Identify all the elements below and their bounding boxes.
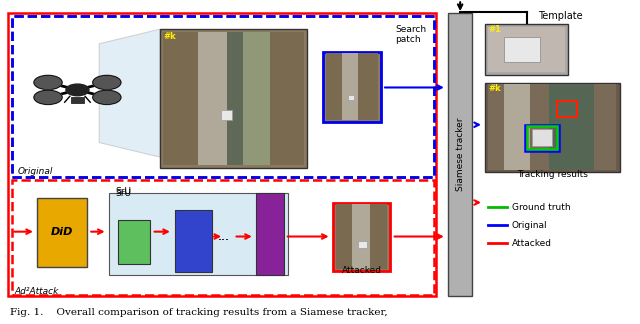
Text: ...: ... — [218, 230, 230, 243]
Circle shape — [93, 75, 121, 90]
Bar — [448, 13, 472, 296]
Bar — [14, 24, 155, 170]
Bar — [211, 32, 248, 165]
Text: Attacked: Attacked — [342, 266, 381, 275]
Bar — [333, 202, 390, 271]
Bar — [326, 53, 378, 120]
Bar — [549, 84, 594, 170]
Bar — [532, 129, 552, 146]
Text: Ad²Attack: Ad²Attack — [15, 287, 59, 296]
Polygon shape — [99, 29, 160, 157]
Bar — [358, 241, 367, 248]
Bar — [8, 13, 436, 296]
Bar — [12, 180, 434, 295]
Bar — [504, 37, 540, 62]
Circle shape — [93, 90, 121, 104]
Circle shape — [34, 75, 62, 90]
Bar — [109, 193, 288, 275]
Bar — [118, 220, 150, 264]
Bar — [527, 126, 557, 149]
Text: ...: ... — [218, 230, 230, 243]
Bar — [525, 125, 559, 151]
Bar — [557, 101, 577, 117]
Text: DiD: DiD — [51, 227, 73, 237]
Bar — [348, 95, 354, 100]
Text: SrU: SrU — [115, 187, 131, 196]
Bar — [198, 32, 227, 165]
Text: Attacked: Attacked — [512, 238, 552, 248]
Text: Original: Original — [512, 221, 548, 230]
Text: Ground truth: Ground truth — [512, 203, 571, 212]
Bar — [336, 204, 387, 269]
Bar — [12, 16, 434, 177]
Bar — [256, 193, 284, 275]
Bar — [488, 27, 565, 72]
Text: #k: #k — [488, 84, 501, 93]
Text: Search
patch: Search patch — [396, 25, 427, 44]
Bar — [488, 84, 616, 170]
Text: Original: Original — [18, 167, 53, 176]
Text: SrU: SrU — [115, 189, 131, 198]
Text: Siamese tracker: Siamese tracker — [456, 117, 465, 191]
Text: #k: #k — [163, 32, 176, 41]
Bar — [352, 204, 370, 269]
Bar — [323, 52, 381, 122]
Bar — [504, 84, 530, 170]
Circle shape — [34, 90, 62, 104]
Bar — [342, 53, 358, 120]
Bar — [71, 97, 84, 103]
Bar — [221, 110, 232, 120]
Text: Template: Template — [538, 11, 582, 21]
Bar — [12, 16, 434, 177]
Bar — [37, 198, 87, 267]
Text: Fig. 1.    Overall comparison of tracking results from a Siamese tracker,: Fig. 1. Overall comparison of tracking r… — [10, 308, 387, 317]
Bar — [485, 24, 568, 75]
Bar — [160, 29, 307, 168]
Circle shape — [66, 84, 89, 96]
Text: Tracking results: Tracking results — [517, 169, 588, 179]
Text: #1: #1 — [488, 25, 501, 34]
Bar — [485, 83, 620, 172]
Bar — [163, 32, 304, 165]
Bar — [175, 210, 212, 272]
Bar — [243, 32, 269, 165]
